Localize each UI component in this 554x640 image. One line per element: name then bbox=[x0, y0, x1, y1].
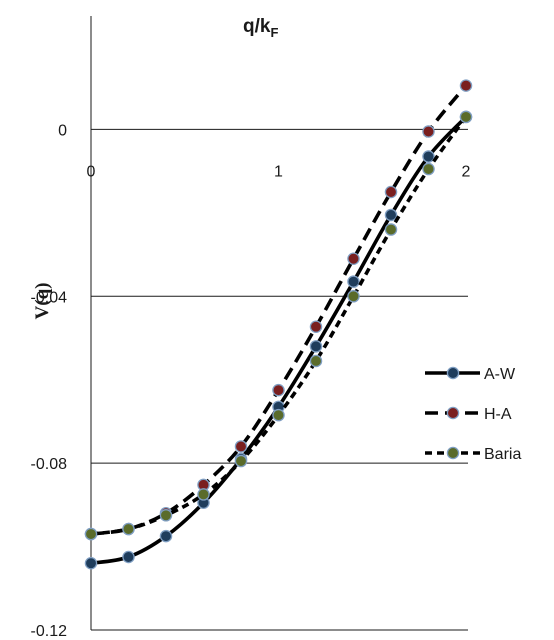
legend-label: A-W bbox=[484, 366, 516, 383]
legend-item: A-W bbox=[425, 366, 516, 383]
data-point bbox=[384, 185, 398, 199]
data-point bbox=[384, 208, 398, 222]
data-point bbox=[422, 150, 435, 163]
legend-marker bbox=[446, 446, 460, 460]
legend: A-W H-A Baria bbox=[425, 366, 521, 463]
series-baria bbox=[84, 110, 473, 541]
data-point bbox=[84, 557, 98, 570]
data-point bbox=[422, 162, 435, 176]
data-point bbox=[159, 529, 173, 543]
data-point bbox=[459, 110, 473, 124]
legend-item: Baria bbox=[425, 446, 521, 463]
chart-title-main: q/k bbox=[243, 16, 271, 37]
gridlines bbox=[91, 128, 468, 631]
chart-title: q/kF bbox=[243, 16, 278, 40]
data-point bbox=[272, 383, 285, 397]
chart-title-subscript: F bbox=[270, 25, 278, 40]
data-point bbox=[272, 408, 285, 422]
y-tick-label: -0.12 bbox=[31, 623, 68, 640]
y-tick-label: -0.04 bbox=[31, 289, 68, 306]
legend-item: H-A bbox=[425, 406, 512, 423]
data-point bbox=[122, 550, 135, 564]
data-point bbox=[234, 454, 248, 468]
x-tick-label: 2 bbox=[462, 163, 471, 180]
data-point bbox=[84, 527, 98, 541]
data-point bbox=[159, 509, 173, 522]
data-point bbox=[122, 522, 135, 536]
series-line bbox=[90, 84, 468, 536]
y-tick-label: -0.08 bbox=[31, 456, 68, 473]
x-tick-label: 1 bbox=[274, 163, 283, 180]
data-point bbox=[347, 290, 360, 303]
legend-label: H-A bbox=[484, 406, 512, 423]
data-point bbox=[384, 223, 398, 236]
series-line bbox=[90, 115, 468, 536]
x-tick-label: 0 bbox=[87, 163, 96, 180]
series-layer bbox=[84, 79, 473, 570]
data-point bbox=[234, 440, 248, 453]
data-point bbox=[309, 320, 323, 333]
y-tick-label: 0 bbox=[58, 122, 67, 139]
data-point bbox=[347, 275, 360, 288]
data-point bbox=[197, 488, 210, 501]
series-h-a bbox=[84, 79, 473, 541]
data-point bbox=[309, 354, 323, 368]
legend-label: Baria bbox=[484, 446, 521, 463]
legend-marker bbox=[446, 366, 460, 380]
y-axis-label: V(q) bbox=[32, 283, 53, 320]
data-point bbox=[309, 340, 323, 353]
data-point bbox=[347, 252, 360, 265]
legend-marker bbox=[446, 406, 460, 420]
tick-labels: 0 -0.04 -0.08 -0.12 0 1 2 bbox=[31, 122, 471, 640]
data-point bbox=[422, 125, 435, 138]
data-point bbox=[459, 79, 473, 92]
series-line bbox=[90, 115, 468, 566]
